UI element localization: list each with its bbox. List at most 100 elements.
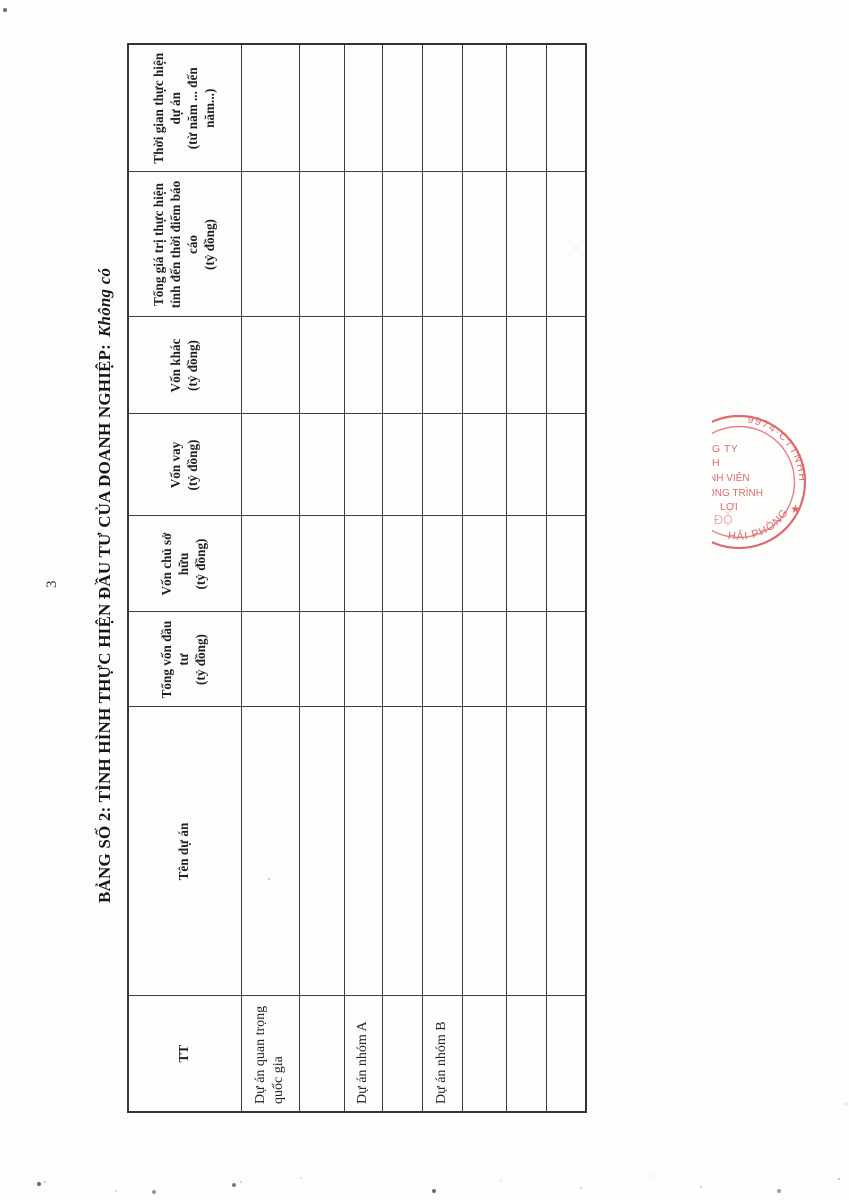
table-cell [241, 516, 299, 612]
table-cell [299, 172, 344, 317]
stamp-line: LỢI [720, 501, 738, 513]
table-cell [382, 317, 422, 414]
table-cell [462, 317, 506, 414]
column-header-label: Vốn khác [167, 338, 183, 393]
column-header-tong-von-dau-tu: Tổng vốn đầu tư (tỷ đồng) [128, 612, 241, 707]
table-cell [241, 612, 299, 707]
table-cell [344, 172, 382, 317]
column-header-unit: (tỷ đồng) [201, 219, 217, 270]
row-label-du-an-nhom-b: Dự án nhóm B [422, 996, 462, 1112]
row-label-du-an-nhom-a: Dự án nhóm A [344, 996, 382, 1112]
column-header-unit: (tỷ đồng) [193, 634, 209, 685]
table-cell [506, 317, 546, 414]
table-cell [344, 317, 382, 414]
table-cell [462, 414, 506, 516]
table-cell [422, 317, 462, 414]
table-cell [506, 707, 546, 996]
table-cell [506, 516, 546, 612]
table-cell [546, 707, 586, 996]
table-cell [422, 707, 462, 996]
header-row: TT Tên dự án Tổng vốn đầu tư (tỷ đồng) Vố… [128, 44, 241, 1112]
table-cell [546, 317, 586, 414]
column-header-thoi-gian: Thời gian thực hiện dự án (từ năm ... đến… [128, 44, 241, 172]
column-header-label: Tên dự án [176, 822, 192, 881]
title-note: Không có [95, 267, 114, 337]
column-header-tong-gia-tri: Tổng giá trị thực hiện tính đến thời điể… [128, 172, 241, 317]
column-header-von-chu-so-huu: Vốn chủ sở hữu (tỷ đồng) [128, 516, 241, 612]
table-row [546, 44, 586, 1112]
table-cell [344, 707, 382, 996]
table-cell [422, 414, 462, 516]
table-cell [299, 516, 344, 612]
table-cell [546, 414, 586, 516]
stamp-code-text: 9974·CTTNHH [747, 414, 809, 483]
table-cell [382, 44, 422, 172]
table-cell [299, 317, 344, 414]
stamp-line: H [712, 457, 720, 469]
table-cell [506, 44, 546, 172]
table-cell [344, 414, 382, 516]
column-header-unit: (tỷ đồng) [184, 439, 200, 491]
column-header-tt: TT [128, 996, 241, 1112]
table-cell [462, 44, 506, 172]
stamp-line: ĐỘ [714, 512, 733, 527]
table-cell [462, 516, 506, 612]
table-cell [506, 612, 546, 707]
row-label [546, 996, 586, 1112]
column-header-von-khac: Vốn khác (tỷ đồng) [128, 317, 241, 414]
row-label [506, 996, 546, 1112]
table-cell [241, 317, 299, 414]
table-cell [344, 516, 382, 612]
stamp-inner-ring [712, 425, 796, 539]
table-cell [241, 44, 299, 172]
red-stamp: 9974·CTTNHH ★ HẢI PHÒNG G TY H NH VIÊN Ồ… [707, 414, 809, 550]
column-header-von-vay: Vốn vay (tỷ đồng) [128, 414, 241, 516]
table-row [299, 44, 344, 1112]
stamp-line: G TY [712, 443, 738, 455]
table-row [382, 44, 422, 1112]
table-cell [546, 516, 586, 612]
column-header-label: TT [176, 1044, 192, 1063]
document-title: BẢNG SỐ 2: TÌNH HÌNH THỰC HIỆN ĐẦU TƯ CỦ… [95, 268, 115, 903]
stamp-outer-ring [712, 414, 807, 550]
table-row: Dự án quan trọng quốc gia [241, 44, 299, 1112]
table-cell [462, 172, 506, 317]
table-row: Dự án nhóm A [344, 44, 382, 1112]
page-number: 3 [44, 580, 60, 589]
column-header-label: Tổng vốn đầu tư [159, 620, 192, 699]
table-cell [506, 172, 546, 317]
table-cell [382, 172, 422, 317]
table-cell [382, 414, 422, 516]
table-row [506, 44, 546, 1112]
table-cell [241, 414, 299, 516]
table-cell [241, 172, 299, 317]
title-text: BẢNG SỐ 2: TÌNH HÌNH THỰC HIỆN ĐẦU TƯ CỦ… [95, 344, 114, 903]
column-header-unit: (tỷ đồng) [184, 340, 200, 391]
table-cell [462, 612, 506, 707]
table-row [462, 44, 506, 1112]
table-cell [299, 44, 344, 172]
table-cell [422, 172, 462, 317]
table-cell [546, 172, 586, 317]
stamp-line: NH VIÊN [709, 471, 750, 484]
investment-table: TT Tên dự án Tổng vốn đầu tư (tỷ đồng) Vố… [127, 43, 587, 1113]
row-label [462, 996, 506, 1112]
column-header-ten-du-an: Tên dự án [128, 707, 241, 996]
table-cell [299, 707, 344, 996]
table-cell [422, 44, 462, 172]
row-label [299, 996, 344, 1112]
table-cell [241, 707, 299, 996]
table-cell [462, 707, 506, 996]
table-cell [422, 612, 462, 707]
table-cell [382, 612, 422, 707]
column-header-unit: (từ năm ... đến năm...) [184, 67, 217, 150]
table-cell [422, 516, 462, 612]
stamp-line: ỒNG TRÌNH [707, 486, 763, 499]
table-cell [382, 707, 422, 996]
table-cell [382, 516, 422, 612]
column-header-label: Vốn chủ sở hữu [159, 532, 192, 596]
table-cell [506, 414, 546, 516]
table-cell [344, 44, 382, 172]
